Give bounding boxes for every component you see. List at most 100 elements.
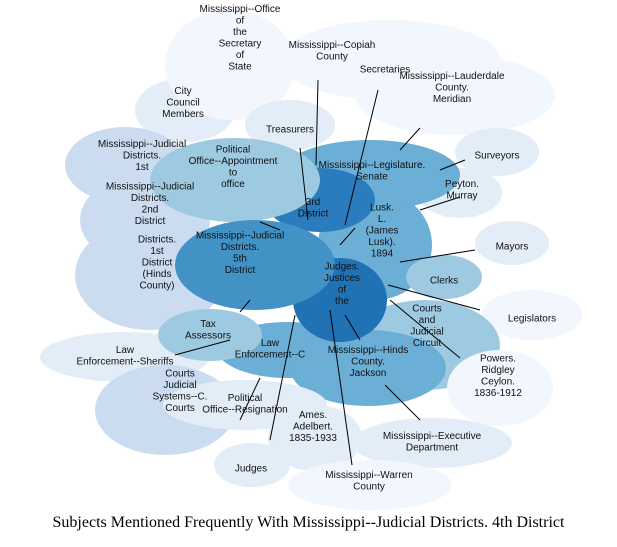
label-line: Political bbox=[228, 393, 262, 404]
label-line: Mississippi--Lauderdale bbox=[399, 71, 504, 82]
label-peyton: Peyton. Murray bbox=[445, 179, 479, 202]
edge-layer bbox=[174, 79, 481, 466]
label-line: Office--Resignation bbox=[202, 404, 287, 415]
bubble-judges bbox=[214, 443, 290, 487]
label-line: Courts bbox=[165, 368, 194, 379]
label-line: Courts bbox=[165, 403, 194, 414]
label-line: Mississippi--Judicial bbox=[98, 139, 186, 150]
label-line: Judicial bbox=[163, 380, 196, 391]
edge-2 bbox=[399, 127, 421, 151]
label-line: District bbox=[298, 208, 329, 219]
label-line: Mayors bbox=[496, 242, 529, 253]
label-judges_jp: Judges. Justices of the bbox=[324, 261, 360, 307]
label-line: District bbox=[142, 258, 173, 269]
label-line: Districts. bbox=[131, 193, 169, 204]
bubble-treasurers bbox=[245, 100, 335, 150]
bubble-tax_assessors bbox=[158, 309, 262, 361]
label-line: City bbox=[174, 86, 191, 97]
edge-14 bbox=[329, 309, 353, 466]
edge-8 bbox=[299, 147, 309, 221]
label-line: Treasurers bbox=[266, 125, 314, 136]
edge-4 bbox=[419, 196, 461, 211]
label-courts_judicial: Courts and Judicial Circuit bbox=[410, 303, 443, 349]
label-law_enf: Law Enforcement--C bbox=[235, 338, 306, 361]
label-line: Secretaries bbox=[360, 65, 411, 76]
bubble-layer bbox=[40, 10, 582, 510]
label-line: Mississippi--Judicial bbox=[106, 181, 194, 192]
label-line: of bbox=[236, 50, 245, 61]
label-line: Districts. bbox=[138, 235, 176, 246]
label-line: Enforcement--C bbox=[235, 349, 306, 360]
label-line: 1835-1933 bbox=[289, 433, 337, 444]
label-line: Assessors bbox=[185, 330, 231, 341]
label-line: County bbox=[316, 51, 348, 62]
label-line: (James bbox=[366, 226, 399, 237]
label-jd_5th: Mississippi--Judicial Districts. 5th Distri… bbox=[196, 230, 284, 275]
diagram-caption: Subjects Mentioned Frequently With Missi… bbox=[52, 514, 565, 531]
edge-10 bbox=[239, 299, 251, 313]
label-sheriffs: Law Enforcement--Sheriffs bbox=[76, 345, 173, 368]
label-line: Courts bbox=[412, 303, 441, 314]
label-council: City Council Members bbox=[162, 86, 204, 120]
label-secretaries: Secretaries bbox=[360, 65, 411, 76]
label-sec_state: Mississippi--Office of the Secretary of State bbox=[200, 4, 281, 73]
bubble-legislators bbox=[482, 290, 582, 340]
label-line: County) bbox=[139, 281, 174, 292]
label-line: Tax bbox=[200, 319, 216, 330]
label-line: Surveyors bbox=[474, 151, 519, 162]
label-line: Legislators bbox=[508, 314, 556, 325]
label-line: and bbox=[419, 315, 436, 326]
label-line: Judges bbox=[235, 464, 267, 475]
label-clerks: Clerks bbox=[430, 276, 458, 287]
bubble-political_appt bbox=[150, 138, 320, 222]
label-political_resign: Political Office--Resignation bbox=[202, 393, 287, 416]
label-line: County. bbox=[351, 357, 385, 368]
label-line: Mississippi--Executive bbox=[383, 431, 482, 442]
label-jd_3rd: 3rd District bbox=[298, 197, 329, 220]
edge-9 bbox=[259, 221, 281, 231]
label-line: Jackson bbox=[350, 368, 387, 379]
label-line: Political bbox=[216, 144, 250, 155]
label-line: Lusk). bbox=[368, 237, 395, 248]
label-line: office bbox=[221, 179, 245, 190]
label-line: 1st bbox=[135, 162, 149, 173]
label-line: Systems--C. bbox=[153, 391, 208, 402]
edge-3 bbox=[439, 159, 466, 171]
label-treasurers: Treasurers bbox=[266, 125, 314, 136]
bubble-powers bbox=[447, 350, 553, 426]
label-jd_1st: Mississippi--Judicial Districts. 1st bbox=[98, 139, 186, 173]
label-line: Districts. bbox=[123, 151, 161, 162]
label-line: Justices bbox=[324, 273, 360, 284]
label-line: Judges. bbox=[324, 261, 359, 272]
label-line: Clerks bbox=[430, 276, 458, 287]
label-line: Mississippi--Office bbox=[200, 4, 281, 15]
label-line: 1st bbox=[150, 246, 164, 257]
edge-13 bbox=[269, 314, 296, 441]
label-line: Powers. bbox=[480, 353, 516, 364]
label-line: the bbox=[335, 296, 349, 307]
label-line: District bbox=[225, 265, 256, 276]
label-line: Council bbox=[166, 98, 199, 109]
edge-7 bbox=[389, 299, 461, 359]
edge-11 bbox=[174, 339, 231, 356]
label-line: Mississippi--Legislature. bbox=[319, 160, 426, 171]
label-judges: Judges bbox=[235, 464, 267, 475]
label-line: Meridian bbox=[433, 94, 471, 105]
label-legislature_senate: Mississippi--Legislature. Senate bbox=[319, 160, 426, 183]
label-powers: Powers. Ridgley Ceylon. 1836-1912 bbox=[474, 353, 522, 399]
label-line: of bbox=[338, 284, 347, 295]
label-hinds_jackson: Mississippi--Hinds County. Jackson bbox=[328, 345, 409, 379]
edge-0 bbox=[315, 79, 319, 166]
bubble-warren bbox=[288, 460, 452, 510]
label-mayors: Mayors bbox=[496, 242, 529, 253]
label-line: Ridgley bbox=[481, 365, 514, 376]
label-line: (Hinds bbox=[143, 269, 172, 280]
edge-1 bbox=[344, 89, 379, 226]
label-surveyors: Surveyors bbox=[474, 151, 519, 162]
label-line: County bbox=[353, 481, 385, 492]
bubble-surveyors bbox=[455, 128, 539, 176]
bubble-secretaries bbox=[340, 45, 430, 95]
label-line: District bbox=[135, 216, 166, 227]
label-line: Enforcement--Sheriffs bbox=[76, 356, 173, 367]
